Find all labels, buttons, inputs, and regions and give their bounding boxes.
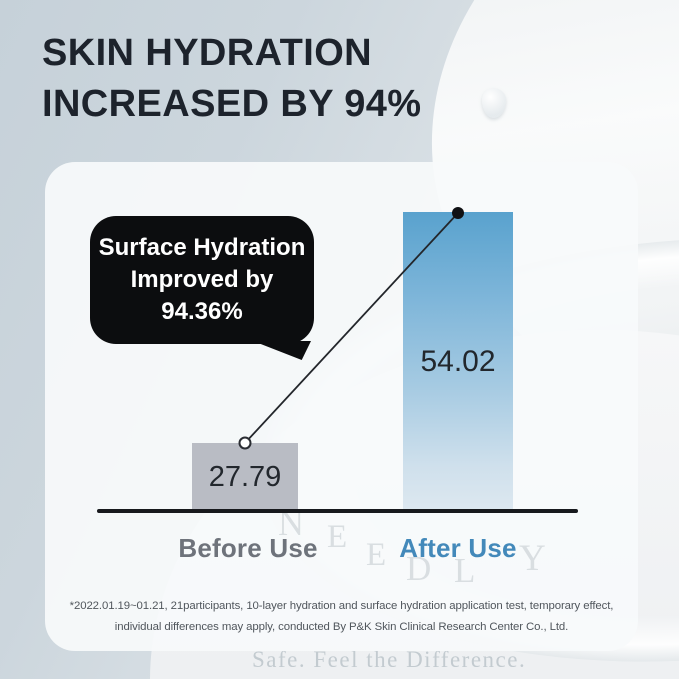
brand-watermark-letter: L bbox=[454, 551, 476, 590]
callout-line-2: Improved by bbox=[130, 266, 274, 293]
x-label-after-use: After Use bbox=[399, 533, 517, 563]
hydration-callout-bubble: Surface Hydration Improved by 94.36% bbox=[90, 216, 314, 344]
brand-watermark-letter: E bbox=[327, 519, 348, 555]
study-footnote: *2022.01.19~01.21, 21participants, 10-la… bbox=[60, 596, 623, 637]
study-footnote-line-2: individual differences may apply, conduc… bbox=[114, 620, 569, 633]
brand-tagline-watermark: Safe. Feel the Difference. bbox=[252, 647, 527, 672]
callout-line-3: 94.36% bbox=[161, 298, 243, 325]
page-title: SKIN HYDRATION INCREASED BY 94% bbox=[42, 28, 421, 130]
water-droplet-decoration bbox=[482, 88, 506, 118]
x-label-before-use: Before Use bbox=[178, 533, 318, 563]
bar-after-value: 54.02 bbox=[420, 344, 496, 378]
brand-watermark-letter: E bbox=[366, 537, 387, 573]
x-axis-line bbox=[97, 509, 578, 513]
bar-before-value: 27.79 bbox=[208, 460, 282, 493]
page-title-line-1: SKIN HYDRATION bbox=[42, 32, 373, 74]
brand-watermark-letter: Y bbox=[519, 538, 546, 579]
bar-after-use: 54.02 bbox=[403, 212, 513, 511]
bar-before-use: 27.79 bbox=[192, 443, 298, 511]
brand-watermark-letter: D bbox=[406, 549, 432, 588]
study-footnote-line-1: *2022.01.19~01.21, 21participants, 10-la… bbox=[69, 600, 614, 612]
callout-line-1: Surface Hydration bbox=[98, 234, 306, 261]
page-title-line-2: INCREASED BY 94% bbox=[42, 83, 422, 125]
